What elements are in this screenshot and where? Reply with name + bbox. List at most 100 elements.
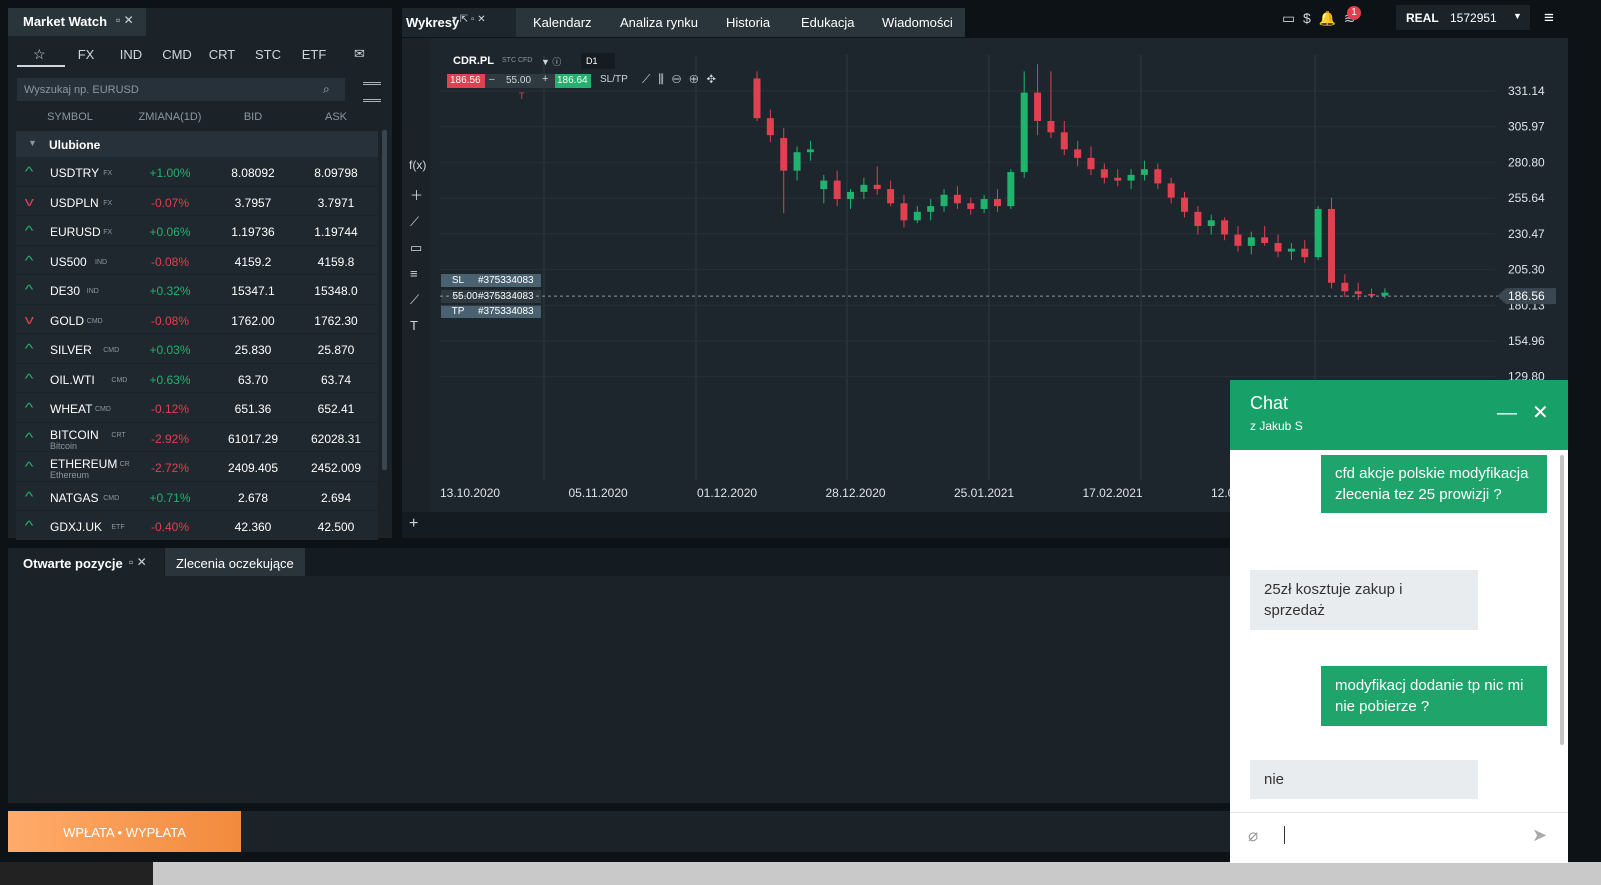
order-tag[interactable] [441, 274, 541, 287]
chat-close[interactable]: ✕ [1532, 402, 1549, 424]
mw-tab[interactable]: CRT [208, 47, 236, 62]
market-watch-title: Market Watch [23, 14, 108, 29]
market-row[interactable] [16, 511, 378, 540]
tool-fx[interactable]: f(x) [409, 158, 427, 172]
pending-tab-bg[interactable] [165, 548, 305, 576]
symbol: SILVER [50, 343, 92, 357]
window-icons[interactable]: ▫ ✕ [116, 13, 134, 27]
header-icons[interactable]: ▭ $ 🔔 ≋ [1282, 10, 1356, 26]
market-row[interactable] [16, 245, 378, 274]
ask: 3.7971 [317, 195, 355, 210]
symbol-caret[interactable]: ▼ ⓘ [541, 57, 562, 67]
nav-tab[interactable]: Edukacja [801, 15, 855, 30]
send-icon[interactable]: ➤ [1532, 825, 1548, 845]
candle-body [900, 203, 908, 221]
window-icons[interactable]: ▫ ✕ [129, 555, 147, 569]
change: -0.07% [150, 195, 190, 210]
market-row[interactable] [16, 363, 378, 392]
attach-icon[interactable]: ⌀ [1248, 826, 1259, 845]
volume-box[interactable] [485, 74, 555, 88]
order-tag[interactable] [441, 305, 541, 318]
order-id: #375334083 [478, 275, 534, 286]
volume-plus[interactable]: + [542, 73, 549, 85]
nav-tab[interactable]: Wiadomości [882, 15, 953, 30]
trend-arrow: ^ [24, 429, 34, 445]
tool-icons[interactable]: ＋ ⟋ ▭ ≡ ⟋ T [410, 188, 424, 333]
ask: 15348.0 [314, 284, 358, 298]
y-tick-label: 305.97 [1508, 120, 1545, 134]
market-row[interactable] [16, 186, 378, 215]
mw-tab[interactable]: CMD [162, 47, 192, 62]
mw-tab[interactable]: FX [77, 47, 95, 62]
market-row[interactable] [16, 275, 378, 304]
symbol-tag: CMD [103, 494, 120, 502]
candle-body [1087, 157, 1095, 170]
volume-minus[interactable]: – [489, 74, 495, 85]
sltp-button[interactable]: SL/TP [600, 74, 628, 85]
market-row[interactable] [16, 393, 378, 422]
sell-box[interactable] [447, 74, 485, 88]
account-selector[interactable] [1396, 5, 1530, 30]
grid-view-icon[interactable] [363, 82, 381, 102]
add-chart-tab[interactable]: + [409, 515, 419, 532]
bid: 4159.2 [234, 254, 272, 269]
ask: 62028.31 [310, 431, 362, 446]
order-id: #375334083 [478, 306, 534, 317]
market-watch-header [8, 8, 146, 36]
buy-box[interactable] [555, 74, 591, 88]
nav-active-tab [402, 8, 516, 37]
menu-icon[interactable]: ≡ [1544, 8, 1554, 27]
market-row[interactable] [16, 481, 378, 510]
market-row[interactable] [16, 422, 378, 451]
symbol: EURUSD [50, 225, 101, 239]
market-row[interactable] [16, 452, 378, 481]
bid: 8.08092 [231, 166, 275, 180]
chat-input[interactable] [1230, 812, 1568, 863]
mw-tab-icon[interactable]: ✉ [354, 46, 365, 61]
chart-toolbar-icons[interactable]: ⟋⫼⊖⊕✥ [642, 72, 724, 86]
nav-tab[interactable]: Analiza rynku [620, 15, 699, 30]
market-row[interactable] [16, 304, 378, 333]
scrollbar[interactable] [382, 130, 387, 470]
bid: 2409.405 [227, 461, 279, 475]
interval: D1 [586, 56, 598, 66]
bid: 1.19736 [231, 225, 275, 239]
trend-arrow: ^ [24, 488, 34, 504]
mw-tab[interactable]: IND [119, 47, 143, 62]
market-row[interactable] [16, 216, 378, 245]
change: -0.40% [150, 520, 190, 534]
group-row[interactable] [16, 131, 378, 157]
candle-body [806, 149, 814, 153]
deposit-button[interactable] [8, 811, 241, 852]
y-tick-label: 255.64 [1508, 191, 1545, 205]
chart-symbol[interactable]: CDR.PL [453, 55, 494, 67]
chat-minimize[interactable]: — [1497, 402, 1517, 424]
market-row[interactable] [16, 334, 378, 363]
taskbar [153, 862, 1601, 885]
trend-arrow: ^ [24, 518, 34, 533]
y-tick-label: 154.96 [1508, 334, 1545, 348]
positions-active-tab[interactable] [8, 548, 164, 576]
nav-tab[interactable]: Historia [726, 15, 771, 30]
change: -0.08% [150, 313, 190, 328]
interval-box[interactable] [581, 53, 615, 69]
symbol: GOLD [50, 313, 85, 328]
mw-tab[interactable]: ETF [301, 47, 327, 62]
candle-body [980, 199, 988, 209]
mw-tab[interactable]: STC [255, 47, 281, 62]
search-box[interactable] [17, 78, 345, 101]
nav-tab[interactable]: Kalendarz [533, 15, 592, 30]
symbol-tag: CR [119, 461, 130, 468]
chat-scrollbar[interactable] [1560, 455, 1564, 745]
nav-tab-icons[interactable]: ▾ ⇱ ▫ ✕ [452, 14, 486, 25]
favorites-tab[interactable]: ☆ [33, 46, 46, 62]
candle-body [1287, 248, 1295, 252]
market-row[interactable] [16, 157, 378, 186]
order-label: SL [451, 275, 465, 286]
search-icon[interactable]: ⌕ [323, 82, 330, 96]
candle-body [1341, 282, 1349, 292]
candle-body [1154, 169, 1162, 184]
candle-body [1181, 197, 1189, 212]
nav-tab[interactable]: Wykresy [406, 15, 460, 30]
